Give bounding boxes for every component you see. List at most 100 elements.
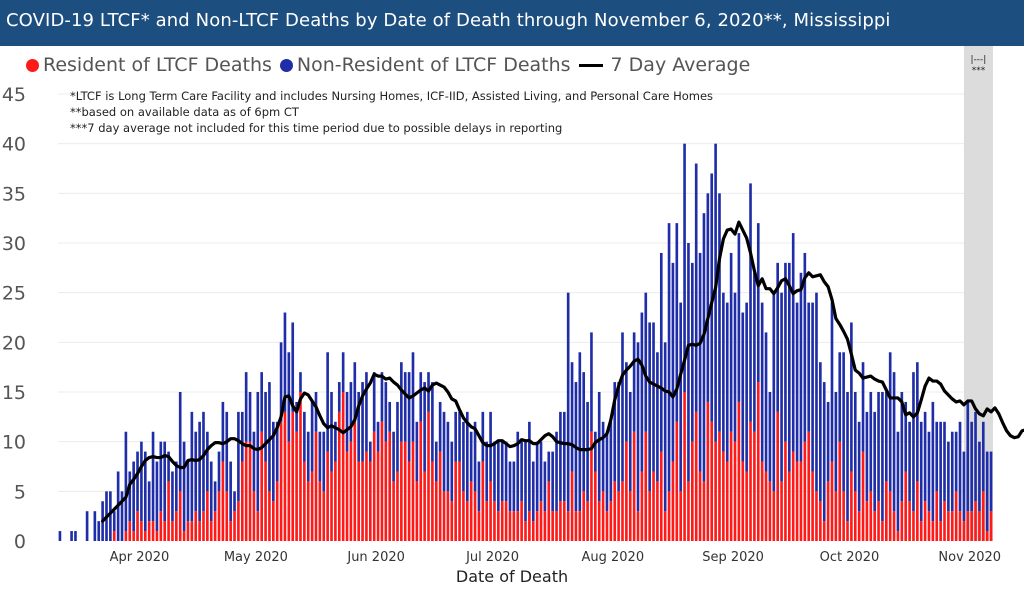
bar-resident	[442, 491, 446, 541]
bar-resident	[528, 511, 531, 541]
bar-resident	[256, 511, 260, 541]
bar-resident	[811, 471, 814, 541]
bar-non-resident	[147, 481, 151, 522]
bar-resident	[400, 441, 403, 541]
bar-resident	[896, 531, 900, 541]
bar-non-resident	[341, 352, 345, 392]
bar-non-resident	[209, 461, 213, 522]
bar-non-resident	[112, 511, 116, 532]
bar-resident	[694, 411, 698, 541]
bar-non-resident	[295, 401, 298, 432]
bar-resident	[372, 431, 376, 541]
bar-resident	[326, 451, 329, 541]
bar-non-resident	[272, 421, 275, 502]
bar-non-resident	[555, 431, 558, 512]
bar-non-resident	[465, 411, 469, 502]
bar-non-resident	[698, 252, 702, 472]
bar-resident	[465, 501, 469, 541]
bar-resident	[481, 461, 485, 541]
bar-resident	[768, 481, 772, 541]
bar-resident	[737, 401, 741, 541]
bar-non-resident	[396, 401, 399, 472]
bar-non-resident	[562, 411, 566, 502]
legend-item-7day-average[interactable]: 7 Day Average	[578, 54, 750, 76]
bar-non-resident	[415, 421, 419, 482]
bar-resident	[132, 531, 135, 541]
bar-resident	[675, 421, 679, 541]
bar-resident	[446, 491, 450, 541]
bar-non-resident	[275, 421, 279, 482]
shaded-region-label-bottom: ***	[972, 66, 986, 76]
bar-resident	[299, 392, 302, 541]
bar-resident	[861, 451, 865, 541]
bar-non-resident	[570, 362, 574, 472]
bar-resident	[698, 471, 702, 541]
bar-non-resident	[376, 421, 380, 452]
bar-resident	[656, 481, 659, 541]
bar-non-resident	[120, 491, 124, 541]
bar-resident	[458, 461, 461, 541]
bar-resident	[702, 481, 706, 541]
bar-non-resident	[279, 342, 283, 422]
bar-non-resident	[516, 431, 520, 512]
bar-resident	[873, 511, 876, 541]
bar-non-resident	[264, 392, 267, 462]
bar-resident	[213, 511, 217, 541]
bar-non-resident	[303, 411, 306, 462]
bar-non-resident	[283, 312, 287, 412]
bar-resident	[264, 461, 267, 541]
bar-resident	[217, 491, 221, 541]
bar-resident	[376, 451, 380, 541]
bar-resident	[334, 461, 337, 541]
bar-resident	[974, 501, 977, 541]
bar-resident	[919, 521, 923, 541]
bar-non-resident	[206, 431, 209, 492]
bar-resident	[112, 531, 116, 541]
bar-non-resident	[551, 451, 554, 512]
bar-non-resident	[877, 392, 880, 502]
bar-resident	[644, 431, 648, 541]
x-tick-label: Jul 2020	[465, 550, 519, 565]
bar-non-resident	[446, 421, 450, 492]
bar-non-resident	[128, 471, 132, 522]
bar-non-resident	[392, 431, 395, 482]
bar-non-resident	[240, 411, 244, 462]
bar-non-resident	[927, 431, 931, 512]
legend-item-resident[interactable]: Resident of LTCF Deaths	[26, 54, 272, 76]
bar-non-resident	[756, 223, 760, 383]
bar-resident	[524, 521, 527, 541]
bar-resident	[706, 401, 710, 541]
bar-resident	[206, 491, 209, 541]
bar-resident	[151, 521, 155, 541]
bar-non-resident	[524, 441, 527, 522]
bar-non-resident	[233, 491, 236, 512]
bar-resident	[935, 491, 939, 541]
bar-non-resident	[935, 421, 939, 492]
bar-non-resident	[671, 262, 675, 462]
bar-non-resident	[737, 233, 741, 402]
bar-resident	[772, 491, 776, 541]
bar-resident	[877, 501, 880, 541]
bar-non-resident	[528, 421, 531, 512]
bar-non-resident	[853, 392, 857, 492]
legend-item-non-resident[interactable]: Non-Resident of LTCF Deaths	[279, 54, 571, 76]
bar-resident	[337, 411, 341, 541]
bar-resident	[361, 461, 364, 541]
bar-resident	[330, 471, 333, 541]
bar-resident	[512, 511, 516, 541]
legend-marker-7day-average	[578, 63, 603, 67]
y-tick-label: 20	[2, 332, 26, 354]
bar-non-resident	[171, 471, 174, 522]
bar-resident	[260, 431, 264, 541]
bar-non-resident	[485, 441, 489, 502]
y-tick-label: 0	[14, 531, 26, 553]
bar-resident	[632, 431, 636, 541]
bar-resident	[830, 461, 834, 541]
bar-resident	[881, 521, 884, 541]
bar-resident	[450, 501, 454, 541]
bar-non-resident	[547, 451, 551, 482]
bar-resident	[613, 481, 617, 541]
bar-non-resident	[745, 302, 748, 472]
bar-non-resident	[842, 352, 845, 492]
shaded-region-label-top: |---|	[971, 55, 987, 65]
